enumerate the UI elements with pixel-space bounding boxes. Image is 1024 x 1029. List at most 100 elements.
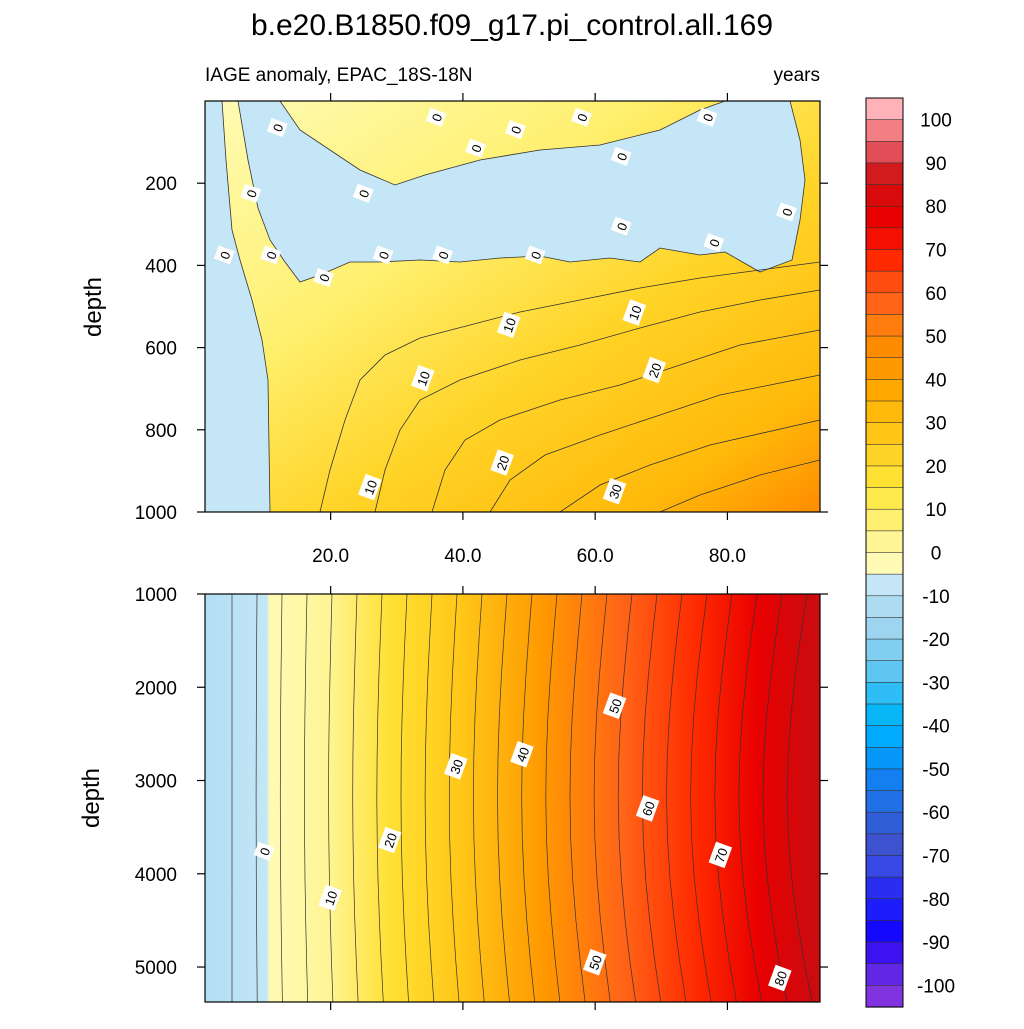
colorbar-swatch — [865, 855, 904, 878]
contour-label-text: 0 — [217, 249, 234, 261]
colorbar-swatch — [865, 768, 904, 792]
colorbar-swatch — [865, 400, 904, 424]
contour-label-bg — [642, 356, 666, 384]
colorbar-label: 100 — [920, 111, 952, 132]
colorbar-swatch — [865, 249, 904, 272]
colorbar-swatch — [865, 530, 904, 554]
upper-y-tick-label: 1000 — [135, 503, 177, 524]
upper-contour-label: 0 — [504, 120, 526, 140]
x-tick-label: 60.0 — [577, 546, 614, 567]
colorbar-swatch — [865, 876, 904, 900]
lower-y-tick-label: 4000 — [135, 865, 177, 886]
contour-label-bg — [496, 311, 521, 339]
colorbar-swatch — [865, 335, 904, 359]
upper-contour-10 — [319, 261, 821, 513]
contour-label-bg — [776, 202, 797, 222]
upper-contour-label: 10 — [410, 364, 435, 392]
upper-contour-label: 0 — [372, 245, 394, 265]
colorbar-swatch — [865, 205, 904, 229]
contour-label-text: 30 — [447, 757, 466, 776]
contour-label-text: 0 — [574, 112, 591, 124]
contour-labels: 0 0 0 0 0 0 0 0 0 0 0 0 0 0 0 0 0 0 10 10 10 20 20 10 30 50 40 30 60… — [213, 107, 797, 992]
colorbar-swatch — [865, 379, 904, 402]
colorbar-swatch — [865, 487, 904, 510]
contour-label-bg — [602, 477, 627, 505]
contour-label-text: 10 — [322, 889, 341, 908]
lower-contour-line — [617, 593, 636, 1003]
colorbar-swatch — [865, 422, 904, 445]
contour-label-bg — [240, 183, 262, 203]
contour-label-bg — [490, 449, 514, 476]
colorbar-label: -90 — [922, 933, 949, 954]
upper-contour-label: 0 — [703, 233, 725, 253]
lower-contour-line — [497, 593, 510, 1003]
colorbar-swatch — [865, 314, 904, 337]
upper-contour-15 — [374, 289, 821, 513]
upper-contour-label: 0 — [610, 146, 632, 166]
contour-label-bg — [313, 268, 334, 288]
upper-contour-20 — [431, 329, 821, 513]
contour-label-text: 0 — [243, 188, 260, 200]
lower-contour-label: 30 — [444, 753, 468, 780]
colorbar-swatch — [865, 184, 904, 207]
colorbar-swatch — [865, 811, 904, 835]
lower-contour-line — [473, 593, 485, 1003]
lower-contour-line — [521, 593, 536, 1003]
colorbar-label: -40 — [922, 717, 949, 738]
lower-contour-line — [690, 593, 712, 1003]
upper-contour-35 — [659, 459, 821, 513]
upper-panel-frame — [204, 100, 821, 513]
upper-contour-label: 0 — [696, 107, 718, 127]
colorbar-label: -80 — [922, 890, 949, 911]
contour-label-bg — [266, 118, 288, 138]
colorbar-swatch — [865, 660, 904, 683]
upper-contour-label: 0 — [240, 183, 262, 203]
contour-label-bg — [610, 146, 632, 166]
upper-contour-label: 0 — [213, 245, 235, 265]
lower-y-tick-label: 2000 — [135, 678, 177, 699]
lower-contour-label: 20 — [377, 826, 402, 854]
contour-label-text: 30 — [606, 482, 625, 501]
contour-label-bg — [582, 948, 607, 976]
lower-contour-label: 60 — [635, 795, 660, 822]
upper-contour-label: 10 — [358, 473, 382, 501]
upper-contour-label: 0 — [266, 118, 288, 138]
contour-label-text: 10 — [414, 369, 433, 388]
contour-label-text: 0 — [263, 249, 280, 261]
colorbar-swatch — [865, 638, 904, 662]
colorbar-swatch — [865, 162, 904, 186]
colorbar-swatch — [865, 920, 904, 943]
colorbar-swatch — [865, 119, 904, 142]
colorbar-label: -30 — [922, 673, 949, 694]
upper-y-axis-label: depth — [80, 277, 107, 337]
contour-label-bg — [260, 245, 282, 265]
lower-contour-line — [255, 593, 258, 1003]
contour-label-bg — [635, 795, 660, 822]
contour-label-text: 0 — [316, 272, 333, 284]
lower-y-axis-label: depth — [78, 768, 105, 828]
colorbar-swatch — [865, 270, 904, 294]
contour-label-text: 20 — [494, 454, 513, 473]
contour-label-text: 0 — [700, 112, 717, 124]
lower-contour-label: 70 — [708, 841, 733, 869]
colorbar-swatch — [865, 227, 904, 251]
colorbar-label: 70 — [925, 241, 946, 262]
upper-contour-label: 0 — [425, 107, 447, 127]
contour-label-bg — [610, 216, 632, 236]
colorbar-label: 90 — [925, 154, 946, 175]
colorbar-swatch — [865, 617, 904, 640]
upper-contour-label: 0 — [610, 216, 632, 236]
contour-label-text: 0 — [356, 188, 373, 200]
colorbar-label: -10 — [922, 587, 949, 608]
contour-label-bg — [432, 245, 454, 265]
colorbar-swatch — [865, 357, 904, 380]
upper-contour-30 — [559, 419, 821, 513]
lower-contour-line — [448, 593, 460, 1003]
contour-label-text: 0 — [614, 221, 631, 233]
lower-contour-line — [304, 593, 309, 1003]
upper-y-tick-label: 400 — [145, 256, 177, 277]
colorbar-swatch — [865, 941, 904, 965]
colorbar-swatch — [865, 292, 904, 316]
